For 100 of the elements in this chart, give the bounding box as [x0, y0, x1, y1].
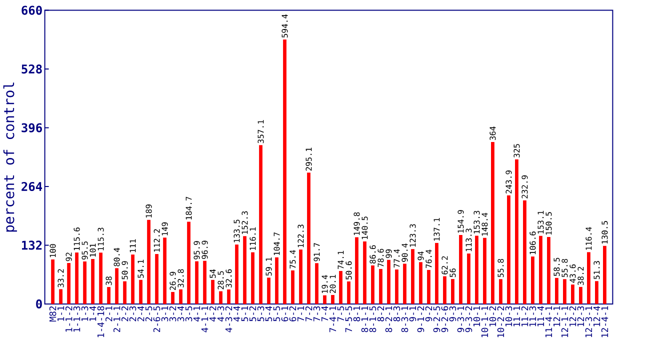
- data-label: 54: [210, 269, 216, 278]
- data-label: 232.9: [522, 175, 528, 198]
- data-label: 154.9: [458, 210, 464, 233]
- bar: [147, 220, 150, 304]
- data-label: 116.4: [586, 227, 592, 250]
- bar: [235, 244, 238, 304]
- data-label: 95.9: [194, 241, 200, 260]
- bar: [219, 291, 222, 304]
- data-label: 149.8: [354, 212, 360, 235]
- x-tick-label: 8-1-1: [361, 306, 368, 332]
- x-tick-label: 11-3: [529, 306, 536, 326]
- data-label: 153.3: [474, 210, 480, 234]
- data-label: 74.1: [338, 250, 344, 270]
- x-tick-label: 6-2: [289, 306, 296, 322]
- data-label: 100: [50, 244, 56, 258]
- x-tick-label: 10-2-2: [497, 306, 504, 338]
- bar: [363, 241, 366, 304]
- bar: [411, 249, 414, 304]
- x-tick-label: 1-1: [58, 306, 64, 321]
- data-label: 99: [386, 249, 392, 258]
- x-tick-label: 3-5: [185, 306, 192, 322]
- data-label: 149: [162, 222, 168, 236]
- bar: [563, 279, 566, 304]
- data-label: 94: [418, 252, 424, 260]
- bar: [67, 263, 70, 304]
- bar: [602, 246, 606, 304]
- bar: [163, 238, 166, 304]
- bar: [539, 236, 542, 304]
- x-tick-label: 12-3-1: [585, 306, 592, 338]
- bar: [99, 252, 102, 304]
- bar: [123, 281, 126, 304]
- x-tick-label: 8-2-1: [385, 306, 392, 332]
- bar: [467, 254, 470, 304]
- x-tick-label: 10-1-1: [481, 306, 488, 338]
- bar: [299, 250, 302, 304]
- x-tick-label: 9-3-1: [457, 306, 464, 332]
- bar: [547, 237, 550, 304]
- data-label: 32.6: [226, 269, 232, 288]
- data-label: 130.5: [602, 221, 608, 244]
- bar: [315, 263, 318, 304]
- x-tick-label: 8-1-5: [369, 306, 376, 332]
- data-label: 28.5: [218, 271, 224, 290]
- bar: [475, 236, 478, 304]
- data-label: 56: [450, 268, 456, 278]
- x-tick-label: 4-1-1: [201, 306, 208, 332]
- data-label: 150.5: [546, 212, 552, 235]
- bar: [211, 280, 214, 304]
- bar: [443, 276, 446, 304]
- data-label: 33.2: [58, 269, 64, 288]
- bar: [187, 222, 190, 304]
- data-label: 77.4: [394, 249, 400, 268]
- data-label: 80.4: [114, 248, 120, 266]
- bar: [427, 270, 430, 304]
- bar: [579, 286, 582, 304]
- bar: [355, 237, 358, 304]
- data-label: 140.5: [362, 216, 368, 240]
- x-tick-label: 12-2: [569, 306, 576, 326]
- x-tick-label: 9-2-5: [433, 306, 440, 332]
- bar: [59, 289, 62, 304]
- x-tick-label: 5-3: [257, 306, 264, 322]
- bar: [291, 270, 294, 304]
- bar: [395, 270, 398, 304]
- bar: [339, 271, 342, 304]
- x-tick-label: 12-1: [553, 306, 560, 326]
- bar: [83, 261, 86, 304]
- x-tick-label: 7-2: [305, 306, 312, 322]
- data-label: 95.5: [82, 241, 88, 260]
- x-tick-label: 1-4: [90, 306, 96, 321]
- x-tick-label: 11-2: [521, 306, 528, 326]
- x-tick-label: 9-1: [409, 306, 416, 322]
- x-tick-label: 3-1: [161, 306, 168, 322]
- bar: [483, 238, 486, 304]
- x-tick-label: 9-3-2: [465, 306, 472, 332]
- x-tick-label: 1-1-2: [65, 306, 72, 332]
- y-tick-label: 132: [22, 240, 42, 250]
- x-tick-label: 11-4: [537, 306, 544, 326]
- data-label: 106.6: [530, 232, 536, 254]
- data-label: 59.1: [266, 258, 272, 276]
- bar: [131, 254, 134, 304]
- x-tick-label: 1-1-3: [73, 306, 80, 332]
- bar: [51, 259, 54, 304]
- bar: [323, 295, 326, 304]
- x-tick-label: 11-4-1: [545, 306, 552, 338]
- x-tick-label: 7-4: [321, 306, 328, 322]
- bar: [523, 200, 526, 304]
- data-label: 58.5: [554, 258, 560, 276]
- bar: [451, 279, 454, 304]
- bar: [107, 287, 110, 304]
- x-tick-label: 10-2: [489, 306, 496, 326]
- bar: [347, 281, 350, 304]
- data-label: 189: [146, 204, 152, 218]
- bar: [499, 279, 502, 304]
- x-tick-label: 7-4-1: [329, 306, 336, 332]
- y-tick-label: 660: [22, 6, 42, 15]
- x-tick-label: 9-2: [425, 306, 432, 322]
- data-label: 55.8: [498, 259, 504, 278]
- data-label: 104.7: [274, 232, 280, 256]
- data-label: 78.6: [378, 248, 384, 268]
- bar: [435, 242, 438, 304]
- x-tick-label: 2-1: [105, 306, 112, 322]
